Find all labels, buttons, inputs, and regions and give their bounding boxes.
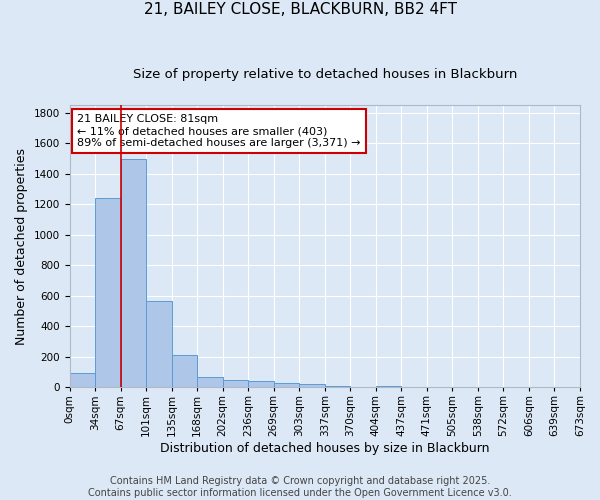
Bar — [325, 386, 350, 388]
X-axis label: Distribution of detached houses by size in Blackburn: Distribution of detached houses by size … — [160, 442, 490, 455]
Bar — [299, 384, 325, 388]
Bar — [95, 198, 121, 388]
Title: Size of property relative to detached houses in Blackburn: Size of property relative to detached ho… — [133, 68, 517, 80]
Bar — [223, 380, 248, 388]
Bar — [70, 373, 95, 388]
Text: 21 BAILEY CLOSE: 81sqm
← 11% of detached houses are smaller (403)
89% of semi-de: 21 BAILEY CLOSE: 81sqm ← 11% of detached… — [77, 114, 361, 148]
Bar — [172, 356, 197, 388]
Bar — [350, 386, 376, 388]
Bar — [248, 382, 274, 388]
Bar — [376, 386, 401, 388]
Bar — [146, 301, 172, 388]
Bar — [197, 378, 223, 388]
Text: 21, BAILEY CLOSE, BLACKBURN, BB2 4FT: 21, BAILEY CLOSE, BLACKBURN, BB2 4FT — [143, 2, 457, 18]
Bar — [274, 383, 299, 388]
Y-axis label: Number of detached properties: Number of detached properties — [15, 148, 28, 345]
Bar — [121, 158, 146, 388]
Text: Contains HM Land Registry data © Crown copyright and database right 2025.
Contai: Contains HM Land Registry data © Crown c… — [88, 476, 512, 498]
